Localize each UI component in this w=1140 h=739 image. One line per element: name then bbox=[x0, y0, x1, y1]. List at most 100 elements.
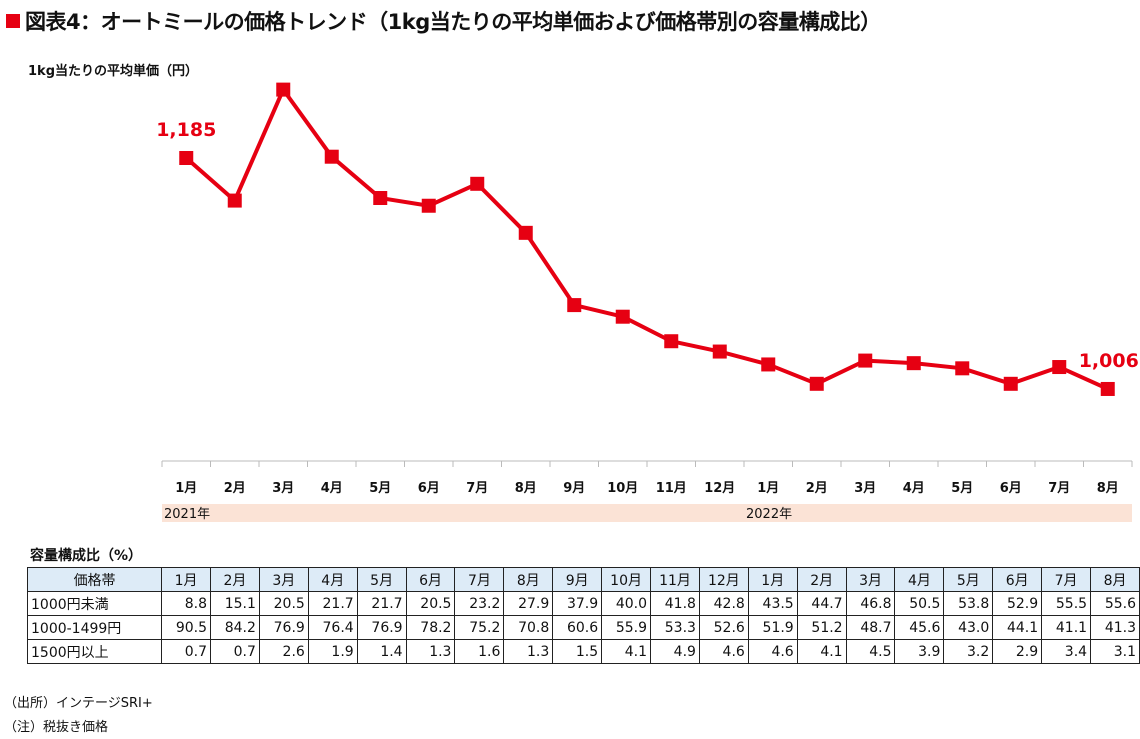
value-cell: 15.1 bbox=[210, 591, 260, 616]
series-line bbox=[184, 87, 1109, 391]
table-row: 1000-1499円 90.5 84.2 76.9 76.4 76.9 78.2 75.2 70… bbox=[26, 615, 1140, 640]
title-text: 図表4：オートミールの価格トレンド（1kg当たりの平均単価および価格帯別の容量構… bbox=[25, 10, 881, 34]
data-point bbox=[567, 298, 582, 313]
data-point bbox=[179, 151, 194, 165]
value-cell: 70.8 bbox=[503, 615, 554, 640]
value-cell: 3.4 bbox=[1041, 639, 1092, 664]
x-tick-label: 1月 bbox=[757, 481, 779, 496]
x-tick-label: 10月 bbox=[607, 481, 638, 496]
value-cell: 23.2 bbox=[454, 591, 505, 616]
year-label: 2021年 bbox=[164, 507, 210, 522]
header-cell: 7月 bbox=[454, 567, 505, 592]
value-cell: 48.7 bbox=[845, 615, 896, 640]
table-row: 1500円以上 0.7 0.7 2.6 1.9 1.4 1.3 1.6 1.3 1.5 4.1 4.9… bbox=[26, 639, 1140, 664]
x-tick-label: 8月 bbox=[1097, 481, 1119, 496]
value-cell: 20.5 bbox=[405, 591, 456, 616]
header-cell: 9月 bbox=[552, 567, 603, 592]
value-cell: 90.5 bbox=[161, 615, 212, 640]
value-cell: 76.9 bbox=[356, 615, 407, 640]
table-caption: 容量構成比（%） bbox=[30, 548, 143, 564]
value-cell: 78.2 bbox=[405, 615, 456, 640]
x-tick-label: 5月 bbox=[951, 481, 973, 496]
value-cell: 76.4 bbox=[307, 615, 358, 640]
value-cell: 41.8 bbox=[650, 591, 700, 616]
value-cell: 42.8 bbox=[698, 591, 749, 616]
value-cell: 44.7 bbox=[796, 591, 847, 616]
value-cell: 55.5 bbox=[1041, 591, 1092, 616]
header-cell: 5月 bbox=[356, 567, 407, 592]
line-chart: 1月 2月 3月 4月 5月 6月 7月 8月 9月 10月 11月 12月 1月 2月 3月 4月 5月 6月 7… bbox=[156, 82, 1139, 522]
data-point bbox=[809, 376, 824, 391]
value-cell: 3.2 bbox=[943, 639, 994, 664]
header-cell: 8月 bbox=[503, 567, 554, 592]
x-tick-label: 7月 bbox=[1048, 481, 1070, 496]
data-point bbox=[373, 191, 388, 205]
data-point bbox=[858, 353, 873, 368]
x-tick-label: 1月 bbox=[175, 481, 197, 496]
value-cell: 43.5 bbox=[747, 591, 798, 616]
value-cell: 41.3 bbox=[1090, 615, 1140, 640]
data-point bbox=[761, 357, 776, 372]
value-cell: 1.6 bbox=[454, 639, 505, 664]
header-cell: 3月 bbox=[258, 567, 309, 592]
value-cell: 4.9 bbox=[650, 639, 700, 664]
header-cell: 6月 bbox=[992, 567, 1043, 592]
data-point bbox=[1052, 360, 1067, 375]
data-point bbox=[955, 361, 970, 376]
value-cell: 4.6 bbox=[747, 639, 798, 664]
value-cell: 75.2 bbox=[454, 615, 505, 640]
value-cell: 3.9 bbox=[894, 639, 945, 664]
value-cell: 2.6 bbox=[258, 639, 309, 664]
value-cell: 4.1 bbox=[796, 639, 847, 664]
header-cell: 12月 bbox=[698, 567, 749, 592]
x-tick-label: 4月 bbox=[321, 481, 343, 496]
value-cell: 55.9 bbox=[601, 615, 652, 640]
data-point bbox=[421, 198, 436, 213]
header-cell: 4月 bbox=[894, 567, 945, 592]
data-point bbox=[1100, 381, 1115, 396]
data-point bbox=[470, 176, 485, 191]
value-cell: 51.9 bbox=[747, 615, 798, 640]
value-cell: 1.3 bbox=[405, 639, 456, 664]
header-cell: 7月 bbox=[1041, 567, 1092, 592]
x-tick-label: 3月 bbox=[272, 481, 294, 496]
value-cell: 3.1 bbox=[1090, 639, 1140, 664]
value-cell: 1.3 bbox=[503, 639, 554, 664]
data-point bbox=[712, 344, 727, 359]
data-point bbox=[227, 193, 242, 208]
value-cell: 40.0 bbox=[601, 591, 652, 616]
header-cell: 1月 bbox=[747, 567, 798, 592]
x-tick-label: 12月 bbox=[704, 481, 735, 496]
row-label: 1000-1499円 bbox=[26, 615, 163, 640]
table-header-row: 価格帯 1月 2月 3月 4月 5月 6月 7月 8月 9月 10月 11月 12月 1月 2月 3月 4月 5月… bbox=[26, 567, 1140, 592]
x-tick-label: 11月 bbox=[656, 481, 687, 496]
x-tick-label: 2月 bbox=[224, 481, 246, 496]
value-cell: 8.8 bbox=[161, 591, 212, 616]
value-cell: 41.1 bbox=[1041, 615, 1092, 640]
composition-table: 価格帯 1月 2月 3月 4月 5月 6月 7月 8月 9月 10月 11月 12月 1月 2月 3月 4月 5月… bbox=[26, 567, 1140, 664]
x-tick-label: 3月 bbox=[854, 481, 876, 496]
header-cell: 2月 bbox=[210, 567, 260, 592]
value-cell: 51.2 bbox=[796, 615, 847, 640]
x-tick-label: 6月 bbox=[1000, 481, 1022, 496]
value-cell: 52.9 bbox=[992, 591, 1043, 616]
value-cell: 60.6 bbox=[552, 615, 603, 640]
header-cell: 11月 bbox=[650, 567, 700, 592]
row-label: 1500円以上 bbox=[26, 639, 163, 664]
row-label: 1000円未満 bbox=[26, 591, 163, 616]
value-cell: 46.8 bbox=[845, 591, 896, 616]
value-cell: 4.5 bbox=[845, 639, 896, 664]
data-point bbox=[1003, 376, 1018, 391]
data-label: 1,185 bbox=[156, 119, 216, 141]
value-cell: 1.4 bbox=[356, 639, 407, 664]
data-point bbox=[276, 82, 291, 97]
value-cell: 1.9 bbox=[307, 639, 358, 664]
title-marker-icon bbox=[6, 14, 20, 28]
table-row: 1000円未満 8.8 15.1 20.5 21.7 21.7 20.5 23.2 27.9 37… bbox=[26, 591, 1140, 616]
footnote: （注）税抜き価格 bbox=[4, 720, 109, 735]
header-cell: 4月 bbox=[307, 567, 358, 592]
value-cell: 45.6 bbox=[894, 615, 945, 640]
x-tick-label: 5月 bbox=[369, 481, 391, 496]
value-cell: 50.5 bbox=[894, 591, 945, 616]
